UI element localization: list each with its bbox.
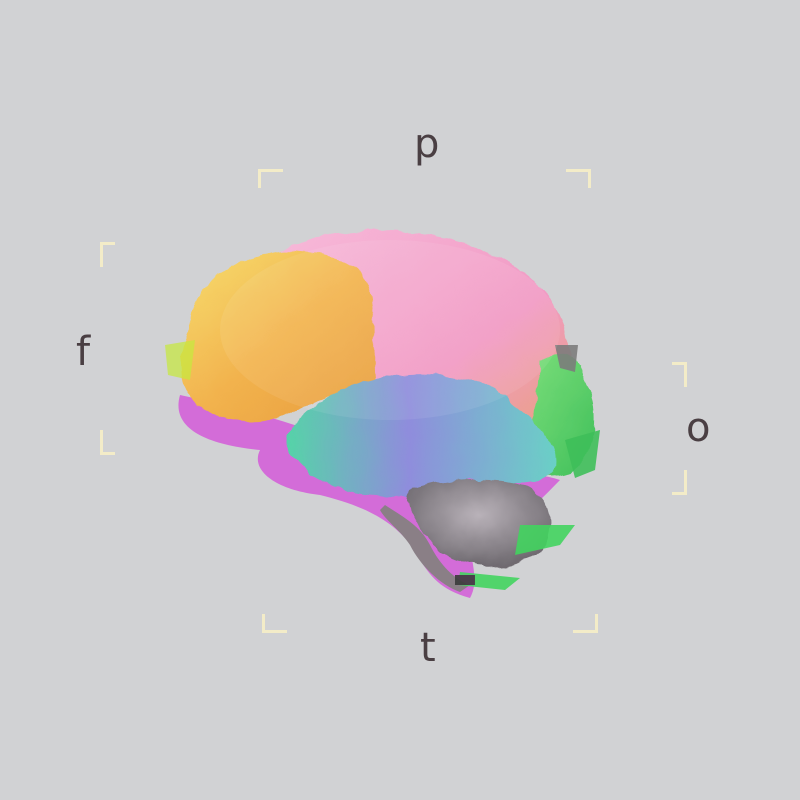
bracket-occipital-top (672, 362, 687, 387)
brainstem (380, 505, 470, 592)
bracket-parietal-left (258, 169, 283, 188)
occipital-label[interactable]: o (686, 405, 711, 451)
glitch-strips (165, 340, 600, 590)
bracket-temporal-left (262, 614, 287, 633)
bracket-frontal-bottom (100, 430, 115, 455)
parietal-lobe (280, 231, 572, 445)
bracket-frontal-top (100, 242, 115, 267)
bracket-parietal-right (566, 169, 591, 188)
bracket-temporal-right (573, 614, 598, 633)
cerebellum (407, 478, 550, 567)
brain-sheen (220, 240, 560, 420)
frontal-lobe (181, 245, 395, 422)
temporal-label[interactable]: t (420, 625, 436, 671)
frontal-label[interactable]: f (76, 329, 91, 375)
bracket-occipital-bottom (672, 470, 687, 495)
parietal-label[interactable]: p (414, 121, 440, 167)
temporal-lobe (287, 374, 556, 497)
